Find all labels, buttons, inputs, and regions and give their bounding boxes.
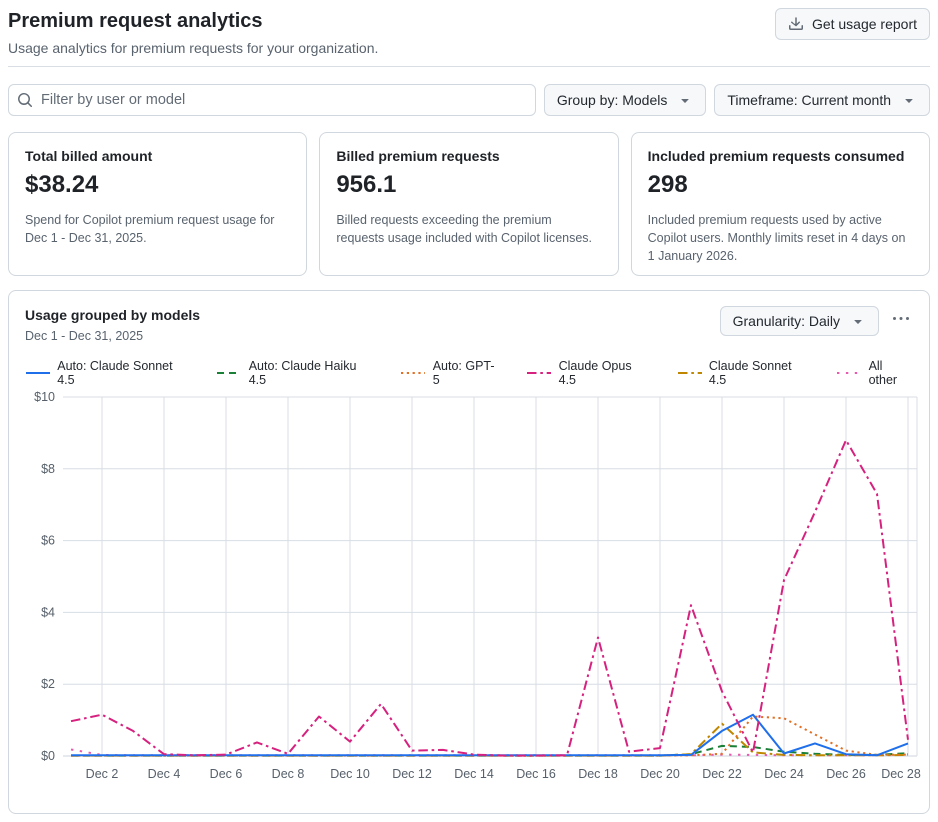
page-header: Premium request analytics Usage analytic… — [8, 8, 930, 56]
x-axis-label: Dec 16 — [516, 767, 556, 781]
page-header-text: Premium request analytics Usage analytic… — [8, 8, 378, 56]
y-axis-label: $8 — [41, 462, 55, 476]
legend-swatch — [837, 372, 862, 374]
stat-card-included-consumed: Included premium requests consumed 298 I… — [630, 132, 930, 276]
x-axis-label: Dec 24 — [764, 767, 804, 781]
legend-label: Auto: Claude Haiku 4.5 — [248, 359, 357, 387]
stat-card-total-billed: Total billed amount $38.24 Spend for Cop… — [8, 132, 308, 276]
stat-value: $38.24 — [25, 171, 99, 198]
stat-description: Spend for Copilot premium request usage … — [25, 213, 275, 246]
series-line-auto-claude-sonnet-4-5 — [71, 713, 909, 757]
legend-item-claude-sonnet-4-5[interactable]: Claude Sonnet 4.5 — [677, 359, 810, 387]
legend-label: Claude Opus 4.5 — [558, 359, 632, 387]
x-axis-label: Dec 20 — [640, 767, 680, 781]
legend-item-all-other[interactable]: All other — [836, 359, 913, 387]
chevron-down-icon — [850, 313, 866, 329]
x-axis-label: Dec 2 — [86, 767, 119, 781]
x-axis-label: Dec 22 — [702, 767, 742, 781]
page-subtitle: Usage analytics for premium requests for… — [8, 40, 379, 56]
chevron-down-icon — [677, 92, 693, 108]
get-usage-report-button[interactable]: Get usage report — [774, 8, 930, 40]
x-axis-label: Dec 28 — [881, 767, 921, 781]
group-by-label: Group by: Models — [556, 92, 668, 108]
legend-swatch — [217, 372, 242, 374]
legend-label: Auto: Claude Sonnet 4.5 — [57, 359, 173, 387]
chart-card-header-text: Usage grouped by models Dec 1 - Dec 31, … — [25, 305, 200, 343]
x-axis-label: Dec 18 — [578, 767, 618, 781]
y-axis-label: $4 — [41, 605, 55, 619]
chart-legend: Auto: Claude Sonnet 4.5 Auto: Claude Haik… — [9, 359, 929, 387]
stat-value: 298 — [647, 171, 688, 198]
legend-swatch — [401, 372, 426, 374]
usage-chart-card: Usage grouped by models Dec 1 - Dec 31, … — [8, 290, 930, 814]
y-axis-label: $10 — [34, 390, 55, 404]
granularity-label: Granularity: Daily — [732, 312, 840, 329]
timeframe-dropdown[interactable]: Timeframe: Current month — [714, 84, 930, 116]
search-icon — [17, 92, 33, 113]
stat-value: 956.1 — [336, 171, 397, 198]
timeframe-label: Timeframe: Current month — [727, 92, 891, 108]
chart-overflow-menu-button[interactable] — [889, 305, 913, 336]
legend-swatch — [26, 372, 50, 374]
y-axis-label: $0 — [41, 749, 55, 763]
kebab-horizontal-icon — [893, 311, 909, 327]
stat-description: Billed requests exceeding the premium re… — [336, 213, 593, 246]
legend-swatch — [527, 372, 552, 374]
legend-item-auto-claude-sonnet-4-5[interactable]: Auto: Claude Sonnet 4.5 — [25, 359, 189, 387]
filter-row: Group by: Models Timeframe: Current mont… — [8, 84, 930, 116]
download-icon — [788, 16, 804, 32]
x-axis-label: Dec 6 — [210, 767, 243, 781]
header-divider — [8, 66, 930, 67]
x-axis-label: Dec 10 — [330, 767, 370, 781]
search-input[interactable] — [8, 84, 536, 116]
chart-date-range: Dec 1 - Dec 31, 2025 — [25, 329, 144, 343]
chart-card-controls: Granularity: Daily — [719, 305, 913, 336]
x-axis-label: Dec 4 — [148, 767, 181, 781]
chevron-down-icon — [901, 92, 917, 108]
group-by-dropdown[interactable]: Group by: Models — [543, 84, 707, 116]
chart-card-header: Usage grouped by models Dec 1 - Dec 31, … — [9, 305, 929, 343]
stat-title: Billed premium requests — [336, 148, 500, 164]
series-line-auto-claude-haiku-4-5 — [71, 744, 909, 757]
stat-title: Included premium requests consumed — [647, 148, 905, 164]
legend-item-claude-opus-4-5[interactable]: Claude Opus 4.5 — [526, 359, 649, 387]
x-axis-label: Dec 8 — [272, 767, 305, 781]
stat-cards: Total billed amount $38.24 Spend for Cop… — [8, 132, 930, 276]
page-title: Premium request analytics — [8, 10, 263, 32]
chart-title: Usage grouped by models — [25, 307, 201, 323]
usage-chart: $0 $2 $4 $6 $8 $10 Dec 2 Dec 4 Dec 6 Dec 8 Dec 10 D… — [34, 390, 921, 781]
x-axis-label: Dec 14 — [454, 767, 494, 781]
legend-swatch — [677, 372, 702, 374]
y-axis-label: $6 — [41, 534, 55, 548]
series-line-claude-opus-4-5 — [70, 439, 909, 757]
y-axis-label: $2 — [41, 677, 55, 691]
filter-search — [8, 84, 536, 116]
legend-label: Auto: GPT-5 — [432, 359, 495, 387]
stat-card-billed-requests: Billed premium requests 956.1 Billed req… — [319, 132, 619, 276]
get-usage-report-label: Get usage report — [811, 16, 917, 32]
stat-description: Included premium requests used by active… — [647, 213, 906, 264]
legend-label: All other — [868, 359, 898, 387]
x-axis-label: Dec 12 — [392, 767, 432, 781]
series-line-auto-gpt-5 — [71, 715, 909, 757]
legend-label: Claude Sonnet 4.5 — [708, 359, 792, 387]
stat-title: Total billed amount — [25, 148, 153, 164]
legend-item-auto-claude-haiku-4-5[interactable]: Auto: Claude Haiku 4.5 — [216, 359, 373, 387]
legend-item-auto-gpt-5[interactable]: Auto: GPT-5 — [400, 359, 499, 387]
x-axis-label: Dec 26 — [826, 767, 866, 781]
granularity-dropdown[interactable]: Granularity: Daily — [719, 305, 879, 336]
